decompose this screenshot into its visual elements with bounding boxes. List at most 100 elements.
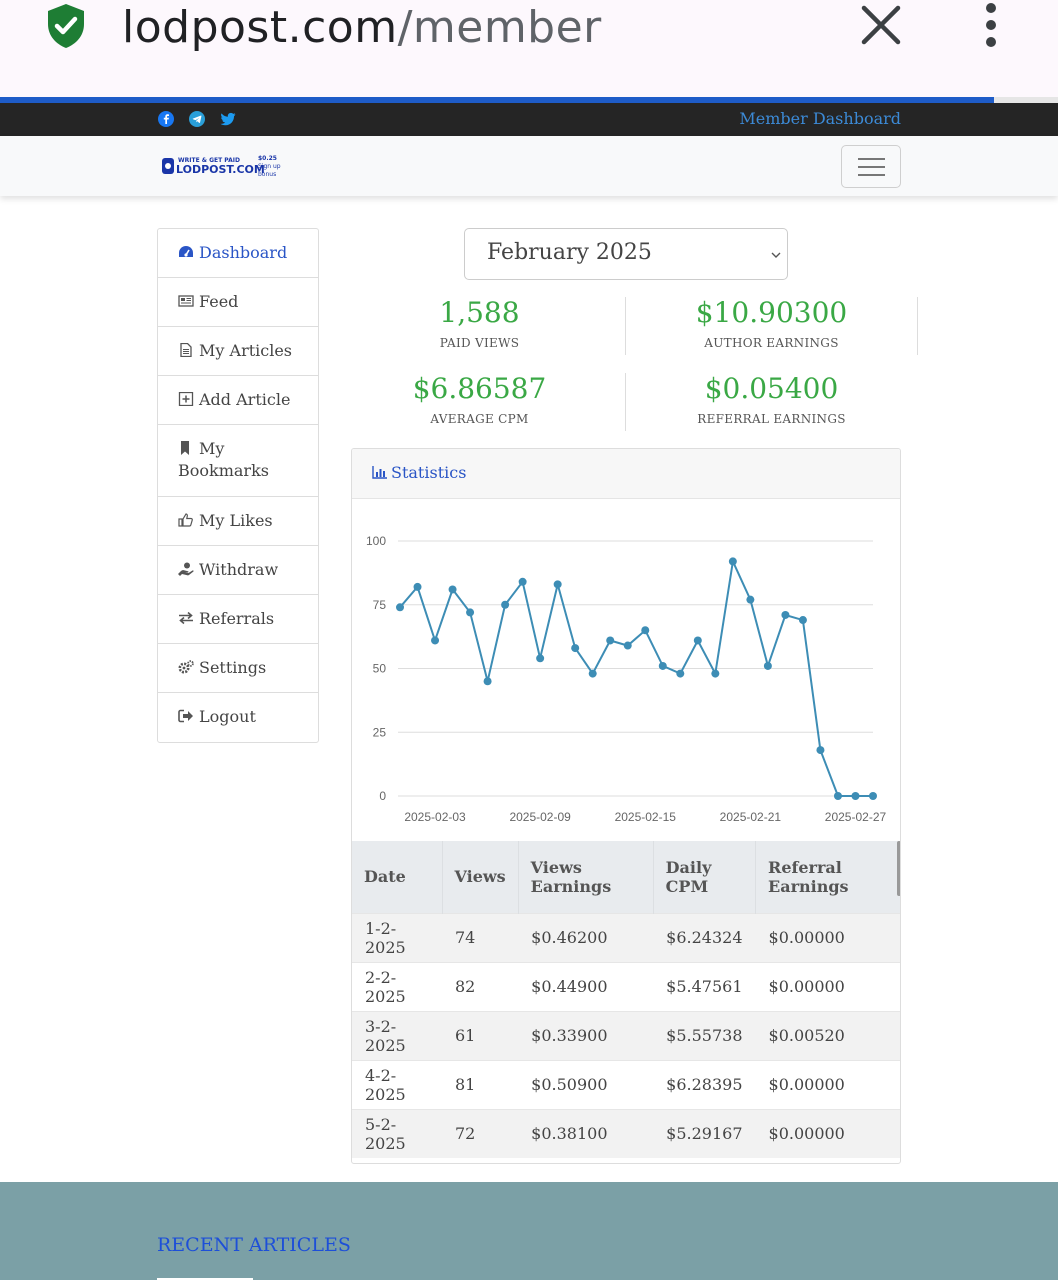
main-navbar: WRITE & GET PAID LODPOST.COM $0.25 Sign …	[0, 136, 1058, 196]
sidebar-item-label: Dashboard	[199, 243, 288, 262]
table-cell: 82	[442, 961, 519, 1011]
stat-divider	[625, 373, 626, 431]
chart-data-point	[571, 644, 580, 653]
stat-value: 1,588	[439, 296, 520, 329]
chart-y-tick-label: 100	[366, 534, 386, 548]
sidebar-item-withdraw[interactable]: Withdraw	[158, 546, 318, 595]
chart-data-point	[658, 661, 667, 670]
newspaper-icon	[178, 295, 194, 307]
chart-data-point	[536, 654, 545, 663]
footer-tab-indicator	[157, 1278, 253, 1280]
chart-x-tick-label: 2025-02-09	[509, 810, 571, 824]
table-cell: $5.55738	[653, 1010, 756, 1060]
document-icon	[180, 343, 192, 357]
svg-text:LODPOST.COM: LODPOST.COM	[176, 163, 265, 176]
sidebar-item-my-likes[interactable]: My Likes	[158, 497, 318, 546]
chart-y-tick-label: 75	[373, 598, 387, 612]
chart-data-point	[676, 669, 685, 678]
month-select[interactable]: February 2025	[464, 228, 788, 280]
sidebar-item-label: Withdraw	[199, 560, 279, 579]
chart-y-tick-label: 0	[379, 789, 386, 803]
url-path: /member	[397, 2, 602, 53]
stat-divider	[917, 297, 918, 355]
telegram-icon[interactable]	[189, 111, 205, 127]
member-dashboard-link[interactable]: Member Dashboard	[739, 109, 901, 128]
sidebar-item-dashboard[interactable]: Dashboard	[158, 229, 318, 278]
member-sidebar: Dashboard Feed My Articles Add Article M…	[157, 228, 319, 743]
url-text[interactable]: lodpost.com/member	[122, 2, 602, 53]
more-options-icon[interactable]	[981, 2, 1001, 48]
sidebar-item-my-bookmarks[interactable]: My Bookmarks	[158, 425, 318, 497]
table-row: 3-2-2025 61 $0.33900 $5.55738 $0.00520	[352, 1010, 900, 1060]
secure-shield-icon[interactable]	[44, 2, 88, 50]
chart-data-point	[851, 792, 860, 800]
stat-value: $0.05400	[704, 372, 839, 405]
chart-data-point	[746, 595, 755, 604]
column-header: Views	[442, 841, 519, 913]
chart-data-point	[413, 582, 422, 591]
chart-data-point	[833, 792, 842, 800]
lodpost-logo[interactable]: WRITE & GET PAID LODPOST.COM $0.25 Sign …	[160, 152, 290, 182]
stat-value: $10.90300	[695, 296, 848, 329]
table-cell: 5-2-2025	[352, 1108, 442, 1158]
chart-data-point	[641, 626, 650, 635]
table-cell: $6.28395	[653, 1059, 756, 1109]
url-host: lodpost.com	[122, 2, 398, 53]
table-cell: 72	[442, 1108, 519, 1158]
svg-text:$0.25: $0.25	[258, 155, 277, 162]
chart-data-point	[553, 580, 562, 589]
table-cell: $6.24324	[653, 912, 756, 962]
chart-data-point	[396, 603, 404, 612]
chart-data-point	[466, 608, 475, 617]
table-row: 5-2-2025 72 $0.38100 $5.29167 $0.00000	[352, 1108, 900, 1158]
top-social-bar: Member Dashboard	[0, 103, 1058, 136]
navbar-menu-toggle[interactable]	[841, 145, 901, 188]
views-chart: 0 25 50 75 100 2025-02-03 2025-02-09 2025-02-15…	[352, 499, 900, 841]
sidebar-item-referrals[interactable]: Referrals	[158, 595, 318, 644]
statistics-card-title: Statistics	[391, 463, 467, 482]
bookmark-icon	[181, 441, 189, 455]
facebook-icon[interactable]	[158, 111, 174, 127]
twitter-icon[interactable]	[220, 111, 236, 127]
sidebar-item-label: My Articles	[199, 341, 293, 360]
exchange-arrows-icon	[179, 611, 193, 625]
close-icon[interactable]	[858, 2, 904, 48]
sidebar-item-label: Settings	[199, 658, 267, 677]
chart-data-point	[606, 636, 615, 645]
plus-square-icon	[178, 392, 194, 406]
svg-text:bonus: bonus	[258, 171, 276, 178]
bar-chart-icon	[372, 466, 387, 479]
sidebar-item-label: Feed	[199, 292, 239, 311]
chart-x-tick-label: 2025-02-15	[615, 810, 677, 824]
sidebar-item-logout[interactable]: Logout	[158, 693, 318, 742]
chart-data-point	[501, 600, 510, 609]
sidebar-item-feed[interactable]: Feed	[158, 278, 318, 327]
chart-y-tick-label: 50	[373, 662, 387, 676]
chart-data-point	[623, 641, 632, 650]
stat-author-earnings: $10.90300 AUTHOR EARNINGS	[626, 296, 917, 350]
table-cell: $0.00000	[755, 1059, 900, 1109]
chart-data-point	[763, 661, 772, 670]
dashboard-gauge-icon	[179, 246, 193, 257]
table-scrollbar[interactable]	[897, 841, 900, 896]
stat-divider	[625, 297, 626, 355]
table-cell: 2-2-2025	[352, 961, 442, 1011]
sidebar-item-add-article[interactable]: Add Article	[158, 376, 318, 425]
chart-y-tick-label: 25	[373, 725, 387, 739]
table-cell: $5.29167	[653, 1108, 756, 1158]
column-header: Date	[352, 841, 443, 913]
sidebar-item-my-articles[interactable]: My Articles	[158, 327, 318, 376]
table-cell: 3-2-2025	[352, 1010, 442, 1060]
column-header: Views Earnings	[518, 841, 654, 913]
chart-series-line	[399, 557, 873, 797]
browser-address-bar: lodpost.com/member	[0, 0, 1058, 97]
chart-data-point	[588, 669, 597, 678]
sidebar-item-label: Add Article	[199, 390, 291, 409]
sidebar-item-settings[interactable]: Settings	[158, 644, 318, 693]
chart-data-point	[431, 636, 440, 645]
statistics-card: Statistics 0 25 50 75 100 2025-02-03 2025-02-0…	[351, 448, 901, 1164]
month-select-value: February 2025	[487, 240, 652, 265]
stat-label: AUTHOR EARNINGS	[704, 336, 839, 350]
chart-data-point	[518, 577, 527, 586]
site-footer: RECENT ARTICLES	[0, 1182, 1058, 1280]
